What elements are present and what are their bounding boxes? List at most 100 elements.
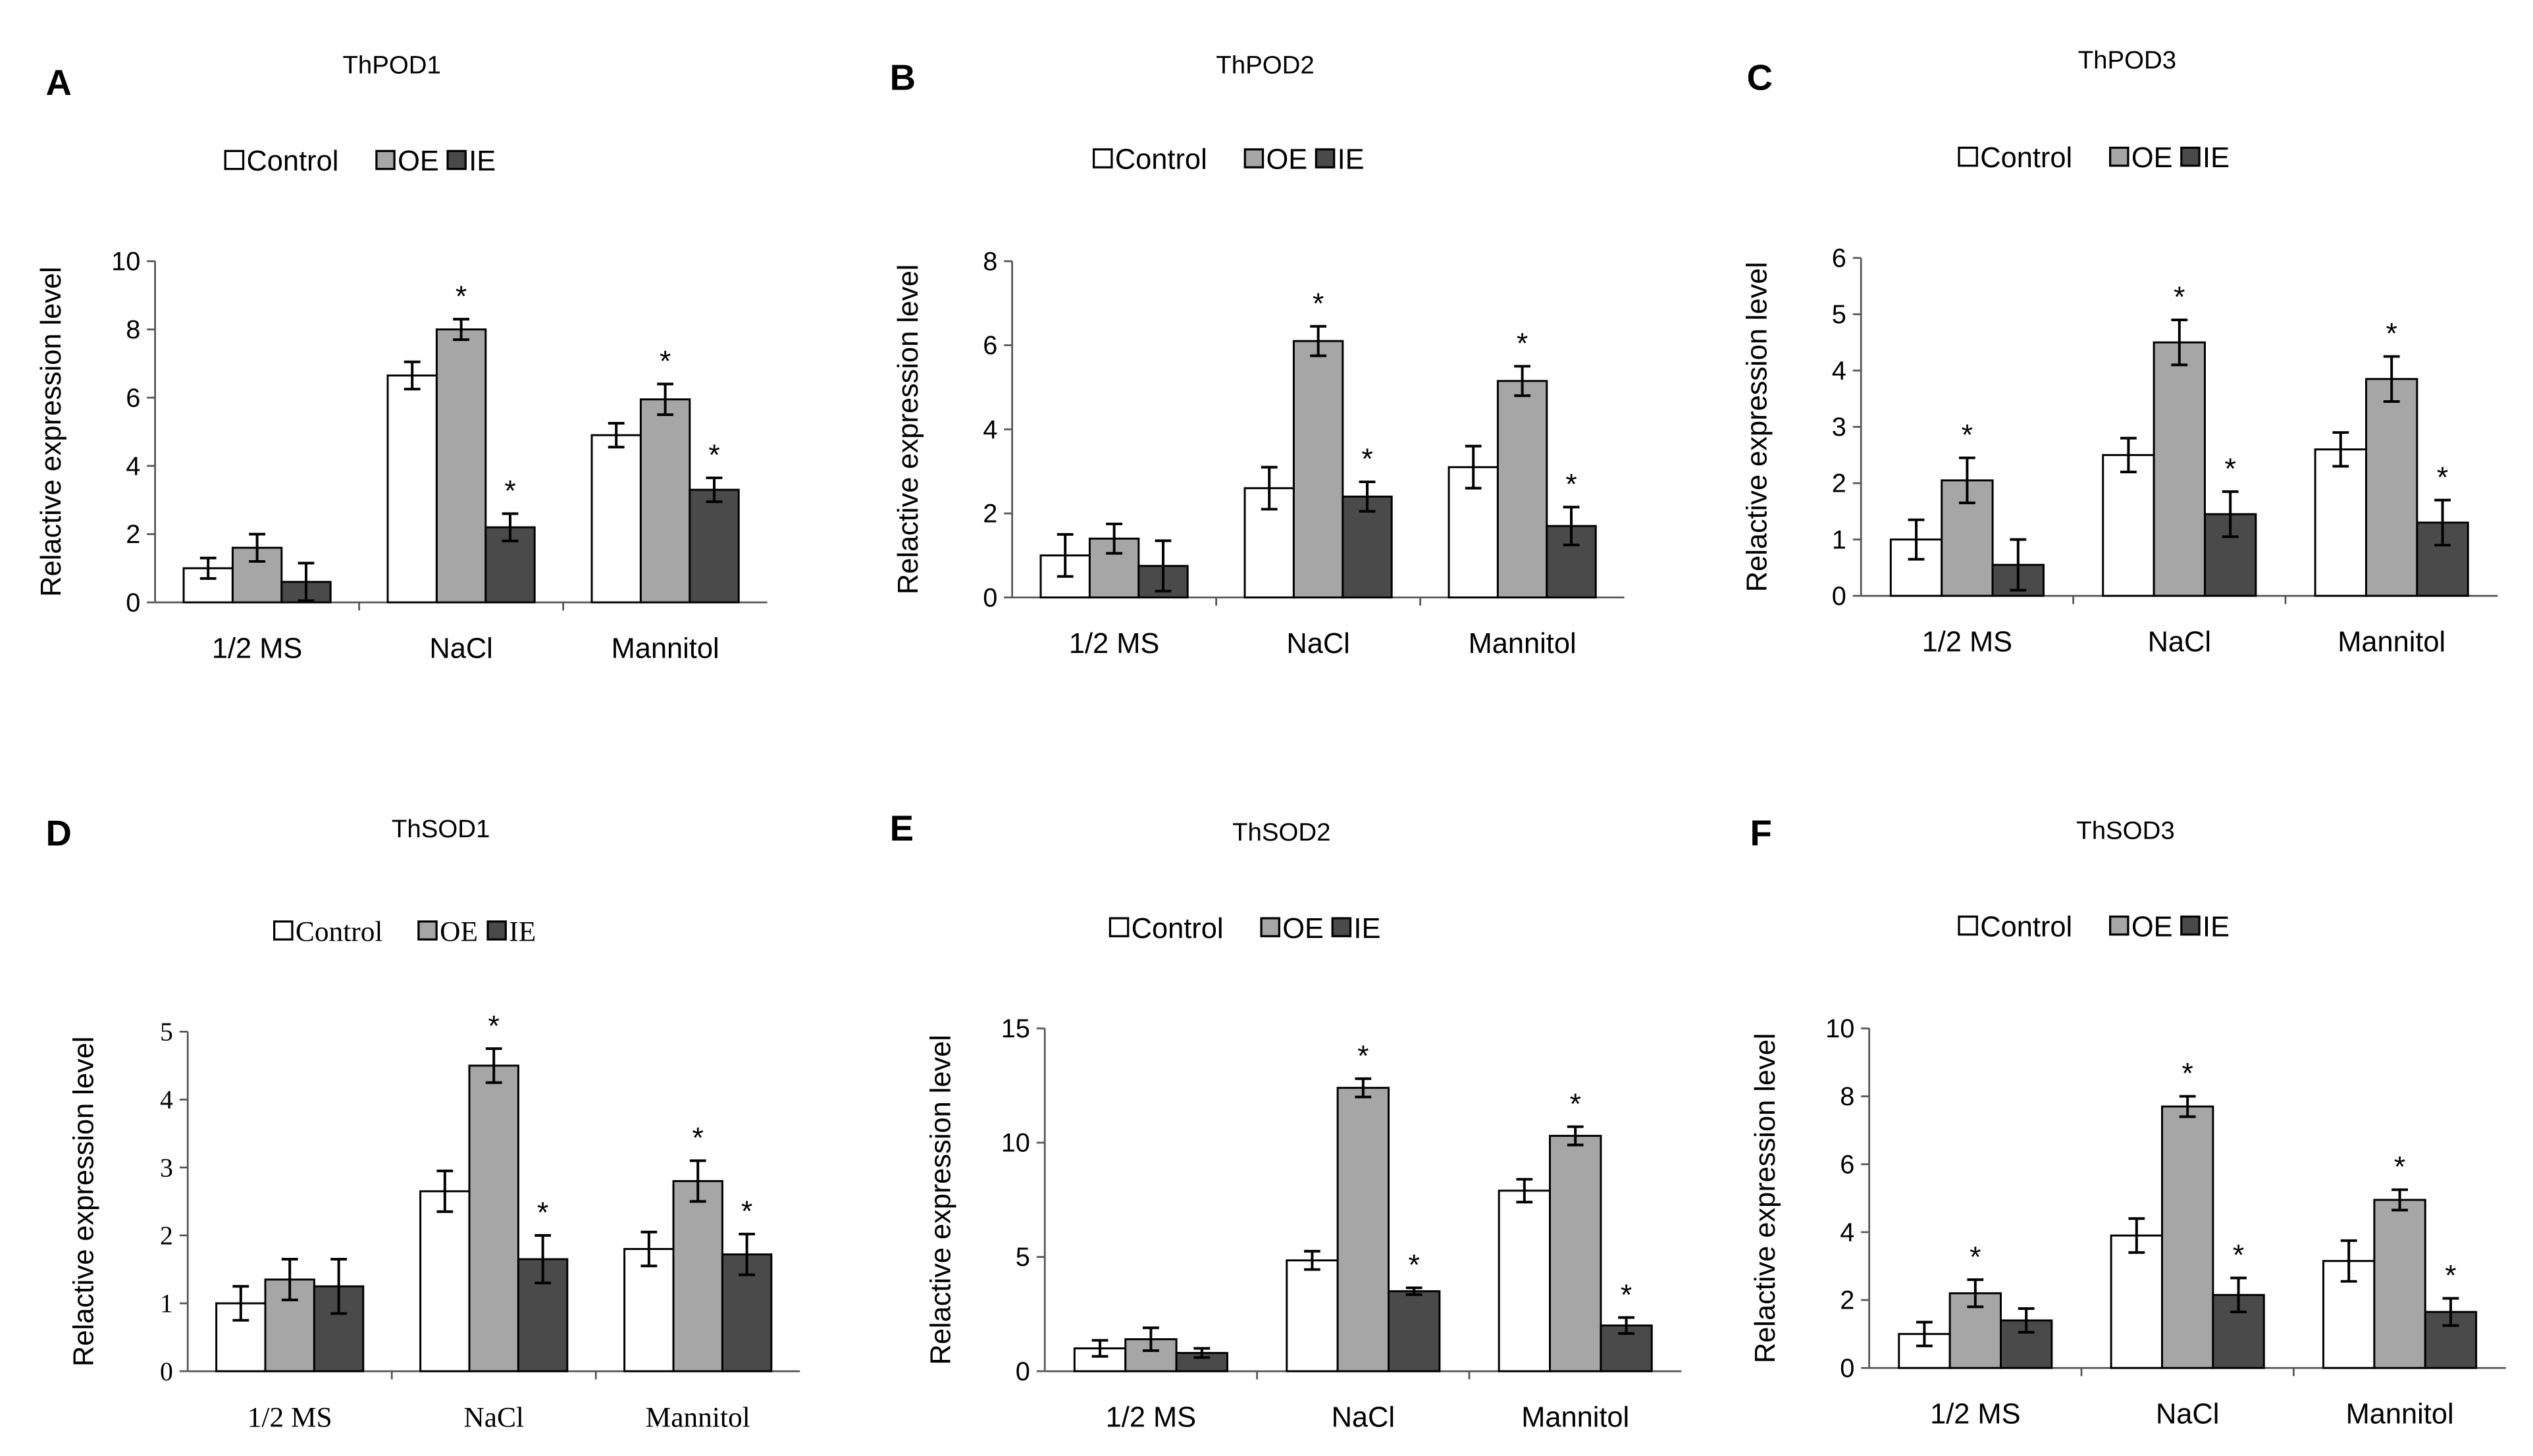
significance-star: * xyxy=(504,475,515,507)
legend-label-oe: OE xyxy=(398,145,439,177)
significance-star: * xyxy=(2386,318,2397,350)
y-tick-label: 2 xyxy=(126,520,140,549)
y-axis-label: Relactive expression level xyxy=(1741,262,1773,592)
legend-swatch-control xyxy=(1958,146,1978,167)
legend-swatch-oe xyxy=(2109,146,2129,167)
x-tick-label: NaCl xyxy=(2148,627,2211,658)
legend-swatch-control xyxy=(1109,917,1130,937)
legend-swatch-oe xyxy=(2109,915,2129,936)
significance-star: * xyxy=(1313,288,1324,320)
legend-label-control: Control xyxy=(246,145,338,177)
legend-label-oe: OE xyxy=(440,916,478,948)
bar-oe xyxy=(1292,340,1344,599)
bar-control xyxy=(1498,1189,1551,1372)
y-tick-label: 6 xyxy=(1832,244,1846,273)
significance-star: * xyxy=(2174,281,2185,313)
y-axis-label: Relactive expression level xyxy=(893,264,924,594)
y-tick-label: 0 xyxy=(160,1357,173,1386)
legend-label-ie: IE xyxy=(509,916,536,948)
x-tick-label: NaCl xyxy=(1286,628,1349,660)
bar-oe xyxy=(1496,380,1548,599)
legend-label-control: Control xyxy=(1980,911,2072,943)
significance-star: * xyxy=(741,1195,752,1228)
bar-control xyxy=(2110,1234,2163,1369)
bar-oe xyxy=(639,398,691,604)
legend-swatch-ie xyxy=(446,149,467,170)
x-tick-label: NaCl xyxy=(2156,1399,2219,1430)
legend-swatch-ie xyxy=(2180,915,2201,936)
bar-oe xyxy=(2161,1105,2214,1369)
y-tick-label: 2 xyxy=(160,1222,173,1251)
y-tick-label: 8 xyxy=(126,315,140,344)
panel-e: E ThSOD2 Control OE IE Relactive expression l… xyxy=(890,808,1682,1434)
y-tick-label: 2 xyxy=(1832,469,1846,498)
y-tick-label: 2 xyxy=(983,500,997,529)
legend: Control OE IE xyxy=(224,145,496,177)
legend-label-oe: OE xyxy=(1266,144,1307,176)
significance-star: * xyxy=(1361,443,1372,475)
y-tick-label: 3 xyxy=(1832,413,1846,442)
legend: Control OE IE xyxy=(1958,142,2230,174)
panel-c: C ThPOD3 Control OE IE Relactive expression l… xyxy=(1741,46,2498,658)
significance-star: * xyxy=(1357,1040,1369,1072)
legend-label-ie: IE xyxy=(469,145,496,177)
bar-oe xyxy=(435,328,487,604)
panel-label: B xyxy=(890,57,916,97)
legend-label-ie: IE xyxy=(2203,142,2230,174)
bar-ie xyxy=(1342,495,1393,599)
legend-swatch-oe xyxy=(1260,917,1280,937)
significance-star: * xyxy=(1408,1249,1419,1282)
y-tick-label: 5 xyxy=(1832,300,1846,329)
y-tick-label: 10 xyxy=(1001,1129,1030,1158)
bar-oe xyxy=(672,1180,723,1372)
y-tick-label: 10 xyxy=(1825,1014,1854,1043)
y-tick-label: 4 xyxy=(1832,357,1846,386)
x-tick-label: NaCl xyxy=(463,1402,524,1434)
panel-d: D ThSOD1 Control OE IE Relactive expression l… xyxy=(45,814,800,1434)
bar-control xyxy=(386,374,438,604)
legend-swatch-ie xyxy=(1331,917,1352,937)
y-tick-label: 4 xyxy=(160,1085,173,1114)
significance-star: * xyxy=(692,1122,704,1155)
legend-swatch-control xyxy=(224,149,245,170)
x-tick-label: 1/2 MS xyxy=(1069,628,1159,660)
x-tick-label: 1/2 MS xyxy=(1106,1402,1196,1434)
bar-control xyxy=(590,434,642,604)
x-tick-label: 1/2 MS xyxy=(212,633,302,664)
y-tick-label: 3 xyxy=(160,1153,173,1182)
bar-control xyxy=(1286,1259,1339,1372)
legend-label-oe: OE xyxy=(2131,911,2173,943)
significance-star: * xyxy=(2394,1151,2405,1183)
y-tick-label: 6 xyxy=(126,384,140,413)
y-tick-label: 4 xyxy=(983,415,997,444)
panel-label: A xyxy=(45,63,71,103)
y-tick-label: 0 xyxy=(1016,1357,1030,1386)
bar-control xyxy=(623,1248,675,1372)
legend-label-control: Control xyxy=(1132,913,1224,945)
significance-star: * xyxy=(1970,1241,1981,1273)
significance-star: * xyxy=(2224,453,2235,485)
bar-ie xyxy=(689,488,740,604)
x-tick-label: NaCl xyxy=(1332,1402,1395,1434)
legend-label-ie: IE xyxy=(1353,913,1380,945)
panel-f: F ThSOD3 Control OE IE Relactive expression l… xyxy=(1750,814,2506,1430)
legend-label-oe: OE xyxy=(2131,142,2173,174)
y-tick-label: 4 xyxy=(126,452,140,481)
bar-control xyxy=(419,1190,471,1372)
legend-label-control: Control xyxy=(1980,142,2072,174)
chart-title: ThPOD3 xyxy=(2078,46,2176,74)
legend-label-control: Control xyxy=(1115,144,1207,176)
legend-swatch-ie xyxy=(486,920,507,941)
chart-title: ThSOD2 xyxy=(1232,818,1330,846)
y-tick-label: 6 xyxy=(1840,1150,1854,1179)
y-tick-label: 0 xyxy=(1840,1354,1854,1383)
y-axis-label: Relactive expression level xyxy=(36,267,67,597)
y-tick-label: 1 xyxy=(1832,525,1846,554)
x-tick-label: Mannitol xyxy=(646,1402,750,1434)
legend-label-control: Control xyxy=(296,916,383,948)
y-tick-label: 0 xyxy=(983,583,997,612)
bar-oe xyxy=(2373,1199,2426,1369)
y-tick-label: 5 xyxy=(1016,1243,1030,1272)
x-tick-label: 1/2 MS xyxy=(1930,1399,2020,1430)
